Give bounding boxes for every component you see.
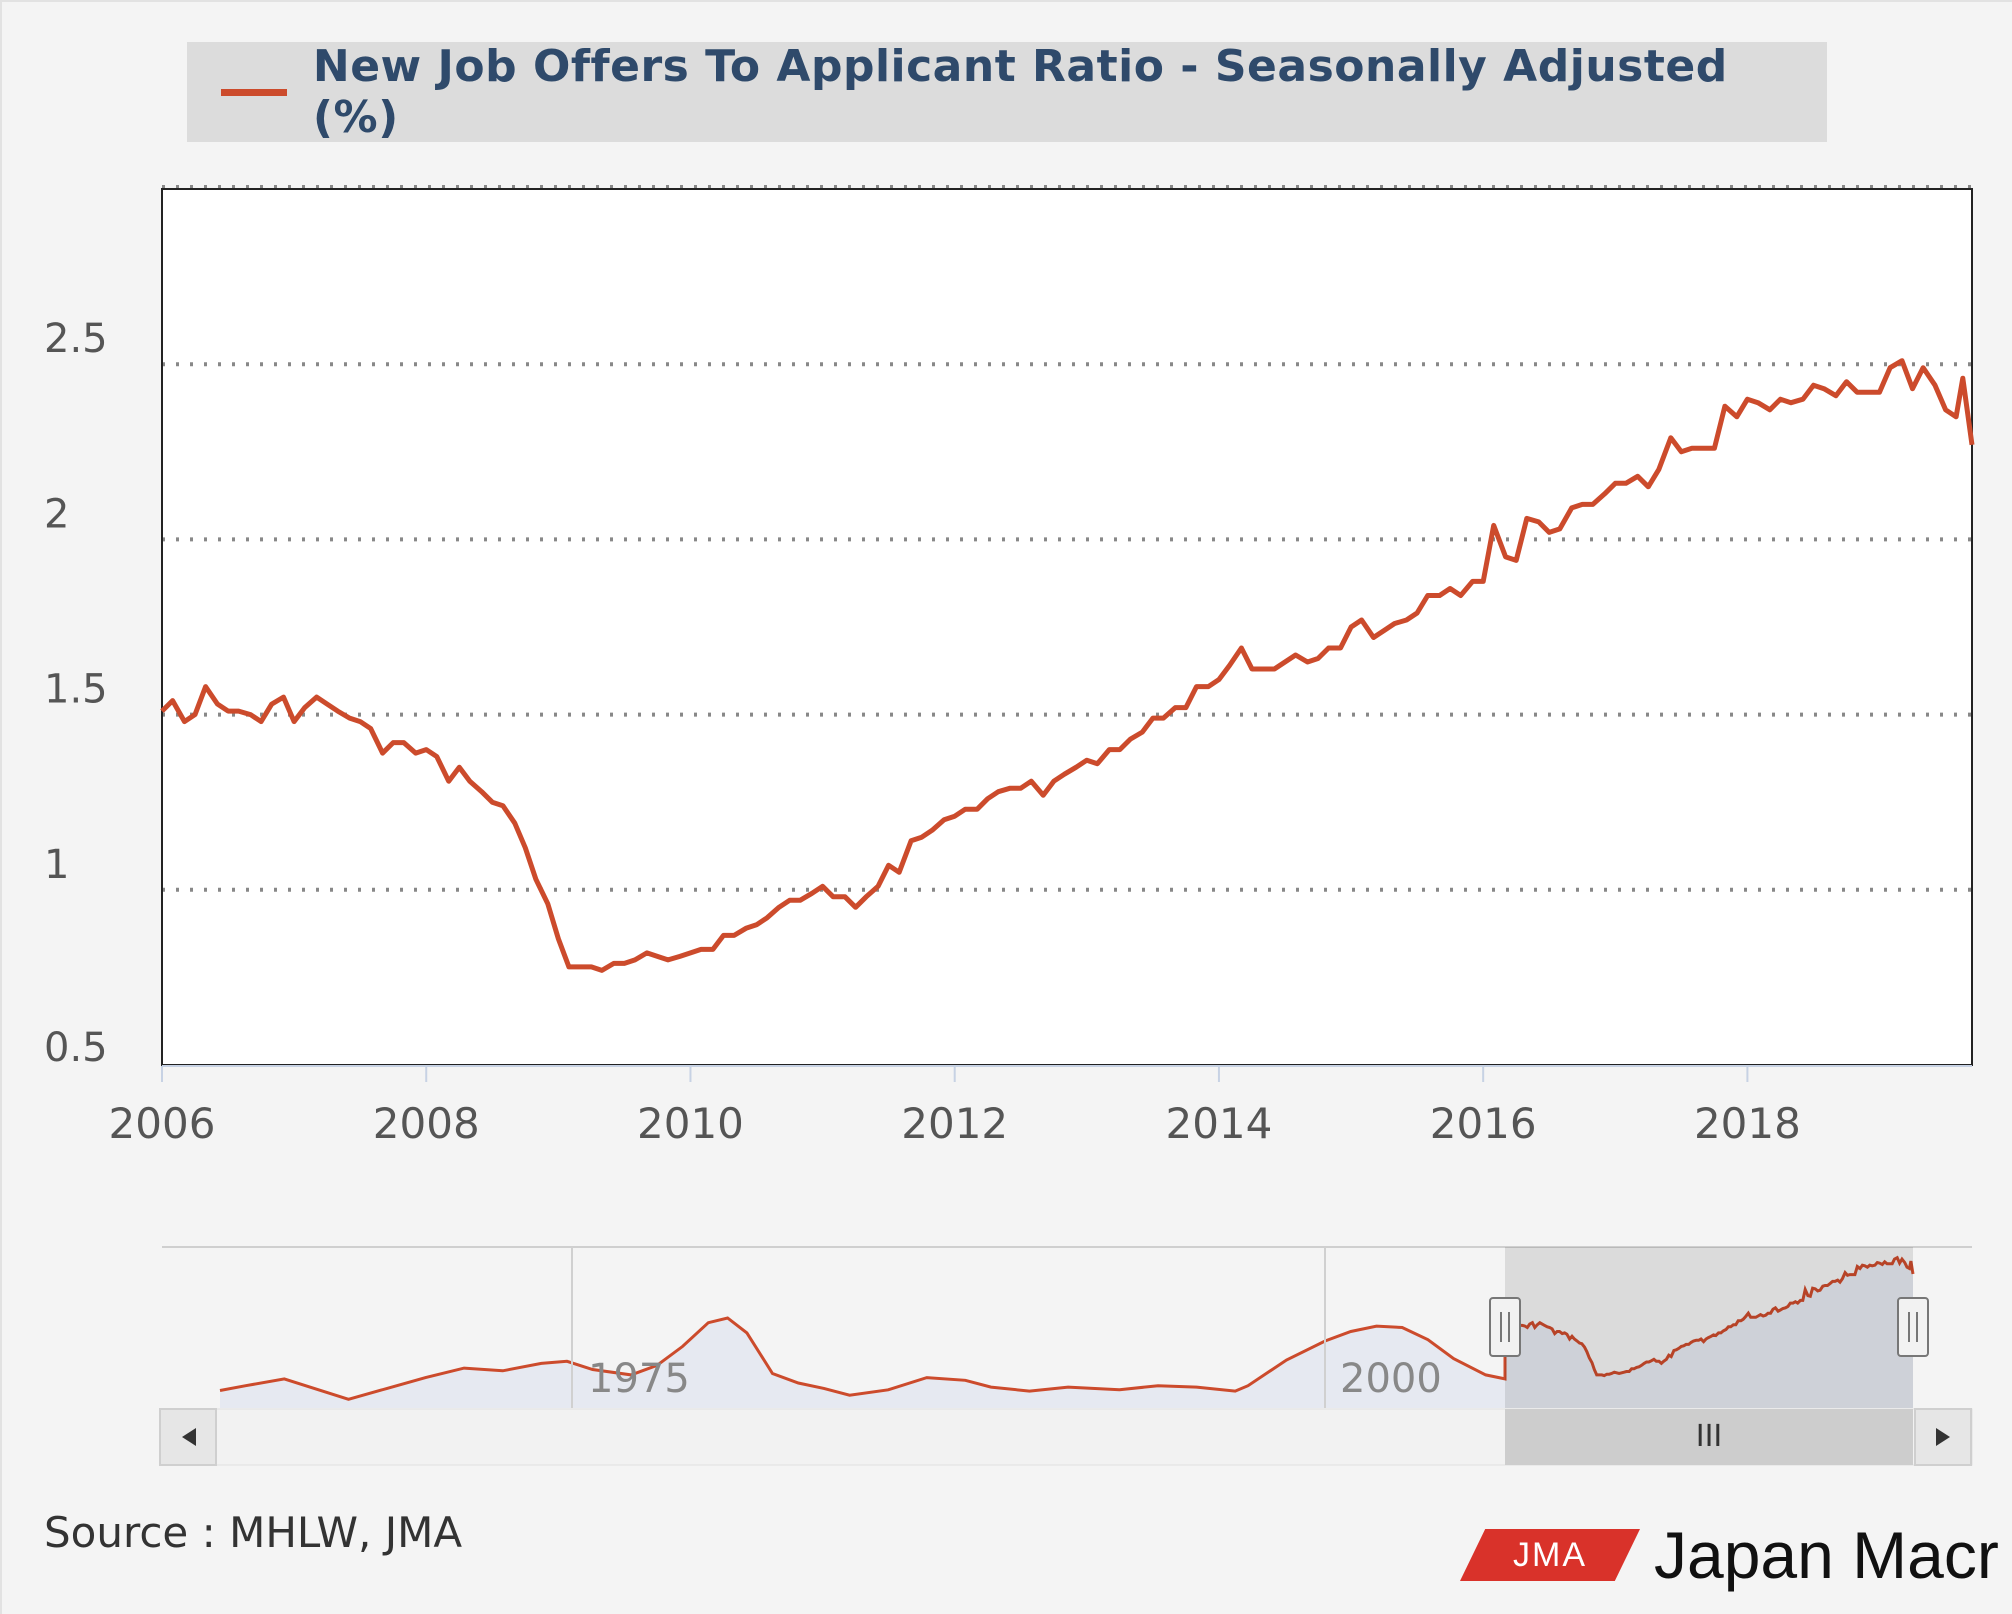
scrollbar-thumb[interactable] bbox=[1505, 1409, 1913, 1465]
scrollbar-left-arrow-button[interactable] bbox=[159, 1408, 217, 1466]
y-axis-labels: 0.5 1 1.5 2 2.5 bbox=[44, 316, 108, 1071]
x-axis-labels: 2006 2008 2010 2012 2014 2016 2018 bbox=[109, 1066, 1801, 1148]
y-tick-label: 2.5 bbox=[44, 316, 108, 362]
arrow-left-icon bbox=[182, 1428, 196, 1446]
scrollbar-grip: III bbox=[1696, 1419, 1723, 1454]
x-tick-label: 2010 bbox=[637, 1099, 744, 1148]
x-tick-label: 2014 bbox=[1165, 1099, 1272, 1148]
legend-series-swatch bbox=[221, 88, 287, 96]
plot-area-background bbox=[162, 189, 1972, 1065]
x-tick-label: 2016 bbox=[1430, 1099, 1537, 1148]
navigator[interactable]: 1975 2000 bbox=[162, 1246, 1972, 1408]
x-tick-label: 2012 bbox=[901, 1099, 1008, 1148]
scrollbar[interactable]: III bbox=[159, 1408, 1973, 1466]
navigator-series-line bbox=[219, 1255, 1915, 1401]
navigator-label-2000: 2000 bbox=[1340, 1356, 1442, 1402]
series-line bbox=[160, 358, 1975, 973]
brand-logo[interactable]: JMA Japan Macr bbox=[1460, 1515, 1999, 1595]
y-tick-label: 1 bbox=[44, 842, 69, 888]
navigator-label-1975: 1975 bbox=[588, 1356, 690, 1402]
source-credit: Source : MHLW, JMA bbox=[44, 1508, 463, 1557]
x-tick-label: 2008 bbox=[373, 1099, 480, 1148]
legend-series-label[interactable]: New Job Offers To Applicant Ratio - Seas… bbox=[312, 41, 1728, 143]
scrollbar-right-arrow-button[interactable] bbox=[1914, 1408, 1972, 1466]
y-tick-label: 1.5 bbox=[44, 667, 108, 713]
y-tick-label: 2 bbox=[44, 491, 69, 537]
jma-badge-logo: JMA bbox=[1460, 1529, 1640, 1581]
y-tick-label: 0.5 bbox=[44, 1025, 108, 1071]
legend[interactable]: New Job Offers To Applicant Ratio - Seas… bbox=[187, 41, 1827, 143]
navigator-right-handle[interactable] bbox=[1897, 1297, 1929, 1357]
arrow-right-icon bbox=[1936, 1428, 1950, 1446]
navigator-selected-range[interactable] bbox=[1505, 1247, 1913, 1408]
x-tick-label: 2018 bbox=[1694, 1099, 1801, 1148]
navigator-series-area bbox=[220, 1257, 1913, 1408]
navigator-left-handle[interactable] bbox=[1489, 1297, 1521, 1357]
brand-name: Japan Macr bbox=[1654, 1518, 1999, 1592]
x-tick-label: 2006 bbox=[109, 1099, 216, 1148]
